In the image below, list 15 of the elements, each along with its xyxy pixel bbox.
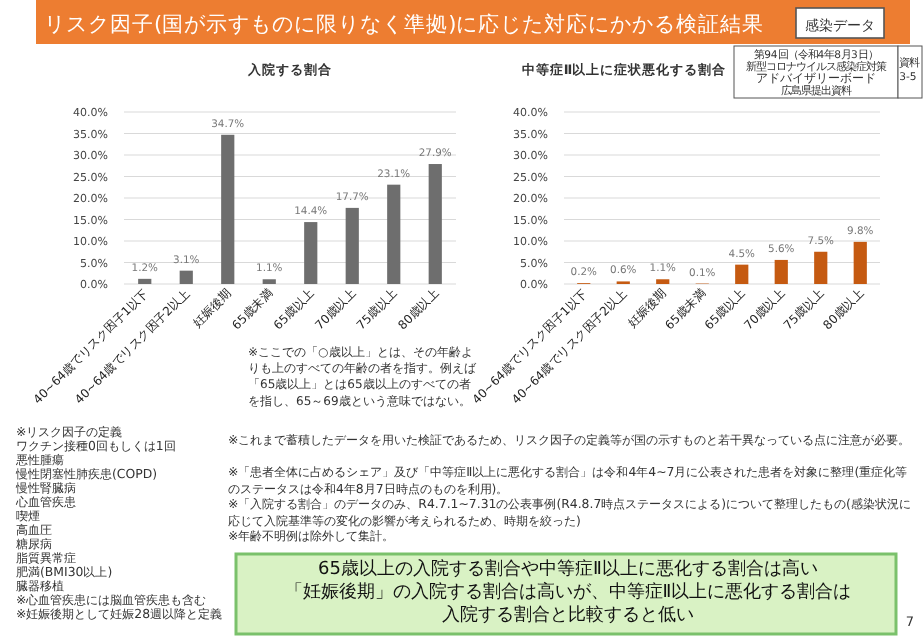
bar (345, 207, 359, 284)
bar (853, 241, 867, 284)
bar (387, 184, 401, 284)
text: 「妊娠後期」の入院する割合は高いが、中等症Ⅱ以上に悪化する割合は (284, 581, 852, 603)
bar (304, 222, 318, 284)
text: リスク因子(国が示すものに限りなく準拠)に応じた対応にかかる検証結果 (44, 11, 765, 37)
bar (735, 264, 749, 284)
text: 65歳以上の入院する割合や中等症Ⅱ以上に悪化する割合は高い (318, 558, 818, 580)
text: 入院する割合と比較すると低い (442, 604, 694, 626)
bar (774, 259, 788, 284)
bar (179, 270, 193, 284)
bar (138, 278, 152, 284)
bar (814, 251, 828, 284)
bar (221, 134, 235, 284)
bar (428, 164, 442, 284)
